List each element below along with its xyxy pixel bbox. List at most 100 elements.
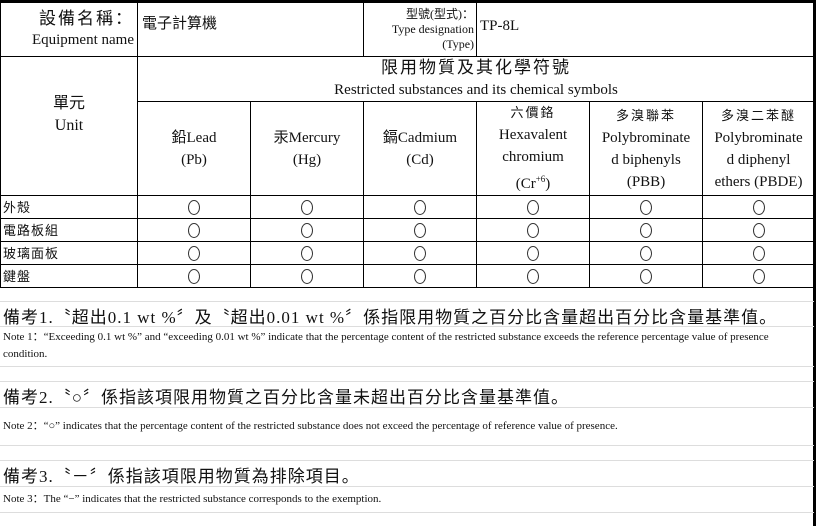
header-text: Polybrominate xyxy=(714,129,803,146)
type-label-en: Type designation xyxy=(391,22,475,36)
header-text: +6 xyxy=(535,174,546,184)
header-text: 鎘Cadmium xyxy=(382,129,458,146)
circle-mark-icon xyxy=(752,222,765,238)
col-mercury: 汞Mercury (Hg) xyxy=(249,101,365,196)
note-2-en: Note 2：“○” indicates that the percentage… xyxy=(3,420,618,432)
header-text: ) xyxy=(545,176,551,192)
unit-name: 電路板組 xyxy=(0,218,138,242)
header-row: 設備名稱： Equipment name 電子計算機 型號(型式)： Type de… xyxy=(0,2,816,57)
table-row: 玻璃面板 xyxy=(0,241,816,265)
compliance-cell xyxy=(249,264,365,288)
compliance-cell xyxy=(363,241,478,265)
type-label-en2: (Type) xyxy=(442,37,475,51)
circle-mark-icon xyxy=(640,199,653,215)
note-1-en: Note 1：“Exceeding 0.1 wt %” and “exceedi… xyxy=(3,331,769,360)
unit-name: 外殼 xyxy=(0,195,138,219)
compliance-cell xyxy=(589,264,704,288)
substances-title: 限用物質及其化學符號 Restricted substances and its … xyxy=(136,56,816,102)
circle-mark-icon xyxy=(414,199,427,215)
compliance-cell xyxy=(363,195,478,219)
circle-mark-icon xyxy=(188,222,200,238)
unit-name: 玻璃面板 xyxy=(0,241,138,265)
header-text: Polybrominate xyxy=(601,129,691,146)
header-text: (PBB) xyxy=(626,173,666,190)
unit-header-en: Unit xyxy=(54,117,84,134)
col-lead: 鉛Lead (Pb) xyxy=(137,101,251,196)
substance-names-row: 鉛Lead (Pb) 汞Mercury (Hg) 鎘Cadmium (Cd) 六價鉻 H… xyxy=(1,101,816,196)
compliance-cell xyxy=(702,218,816,242)
circle-mark-icon xyxy=(752,245,765,261)
col-cadmium: 鎘Cadmium (Cd) xyxy=(363,101,478,196)
header-text: 六價鉻 xyxy=(510,105,556,120)
equipment-label-en: Equipment name xyxy=(31,32,134,48)
header-text: d diphenyl xyxy=(726,151,791,168)
circle-mark-icon xyxy=(527,199,540,215)
circle-mark-icon xyxy=(301,199,313,215)
compliance-cell xyxy=(363,264,478,288)
header-text: 多溴聯苯 xyxy=(616,107,677,123)
circle-mark-icon xyxy=(188,199,200,215)
table-row: 電路板組 xyxy=(0,218,816,242)
compliance-cell xyxy=(702,264,816,288)
circle-mark-icon xyxy=(414,222,427,238)
compliance-cell xyxy=(702,241,816,265)
compliance-cell xyxy=(137,195,251,219)
compliance-cell xyxy=(476,218,591,242)
circle-mark-icon xyxy=(414,268,427,284)
circle-mark-icon xyxy=(527,245,540,261)
circle-mark-icon xyxy=(188,245,200,261)
note-3-zh: 備考3.〝－〞係指該項限用物質為排除項目。 xyxy=(3,467,360,486)
header-text: (Cr xyxy=(515,176,536,192)
header-text: 多溴二苯醚 xyxy=(721,107,797,123)
type-label-zh: 型號(型式)： xyxy=(406,7,475,21)
compliance-cell xyxy=(476,264,591,288)
circle-mark-icon xyxy=(301,222,313,238)
compliance-cell xyxy=(249,218,365,242)
table-row: 鍵盤 xyxy=(0,264,816,288)
compliance-cell xyxy=(249,241,365,265)
equipment-name-label: 設備名稱： Equipment name xyxy=(0,2,138,57)
unit-header-zh: 單元 xyxy=(52,95,85,112)
col-pbb: 多溴聯苯 Polybrominate d biphenyls (PBB) xyxy=(589,101,704,196)
circle-mark-icon xyxy=(640,222,653,238)
header-text: 汞Mercury xyxy=(273,129,341,146)
header-text: Hexavalent xyxy=(498,127,568,143)
unit-header: 單元 Unit xyxy=(0,56,138,196)
compliance-cell xyxy=(589,218,704,242)
header-text: chromium xyxy=(502,149,564,165)
compliance-cell xyxy=(589,241,704,265)
header-text: d biphenyls xyxy=(611,151,681,168)
equipment-name-value: 電子計算機 xyxy=(137,2,365,57)
circle-mark-icon xyxy=(752,268,765,284)
unit-name: 鍵盤 xyxy=(0,264,138,288)
compliance-cell xyxy=(363,218,478,242)
equipment-label-zh: 設備名稱： xyxy=(39,9,134,28)
header-text: ethers (PBDE) xyxy=(714,173,803,190)
col-pbde: 多溴二苯醚 Polybrominate d diphenyl ethers (PBDE… xyxy=(702,101,816,196)
compliance-cell xyxy=(476,195,591,219)
circle-mark-icon xyxy=(188,268,200,284)
compliance-cell xyxy=(702,195,816,219)
circle-mark-icon xyxy=(640,268,653,284)
header-text: (Cd) xyxy=(406,151,434,168)
circle-mark-icon xyxy=(301,245,313,261)
compliance-cell xyxy=(137,241,251,265)
header-text: (Hg) xyxy=(292,151,322,168)
type-designation-value: TP-8L xyxy=(476,2,816,57)
col-hexavalent-chromium: 六價鉻 Hexavalent chromium (Cr+6) xyxy=(476,101,591,196)
substances-title-en: Restricted substances and its chemical s… xyxy=(334,82,618,98)
circle-mark-icon xyxy=(527,268,540,284)
circle-mark-icon xyxy=(640,245,653,261)
table-row: 外殼 xyxy=(0,195,816,219)
circle-mark-icon xyxy=(527,222,540,238)
compliance-cell xyxy=(137,218,251,242)
type-designation-label: 型號(型式)： Type designation (Type) xyxy=(363,2,478,57)
header-text: (Pb) xyxy=(181,151,207,168)
compliance-cell xyxy=(589,195,704,219)
header-text: 鉛Lead xyxy=(171,129,217,146)
circle-mark-icon xyxy=(414,245,427,261)
rohs-table: 設備名稱： Equipment name 電子計算機 型號(型式)： Type de… xyxy=(0,2,816,288)
circle-mark-icon xyxy=(752,199,765,215)
substances-title-zh: 限用物質及其化學符號 xyxy=(381,58,571,77)
compliance-cell xyxy=(476,241,591,265)
